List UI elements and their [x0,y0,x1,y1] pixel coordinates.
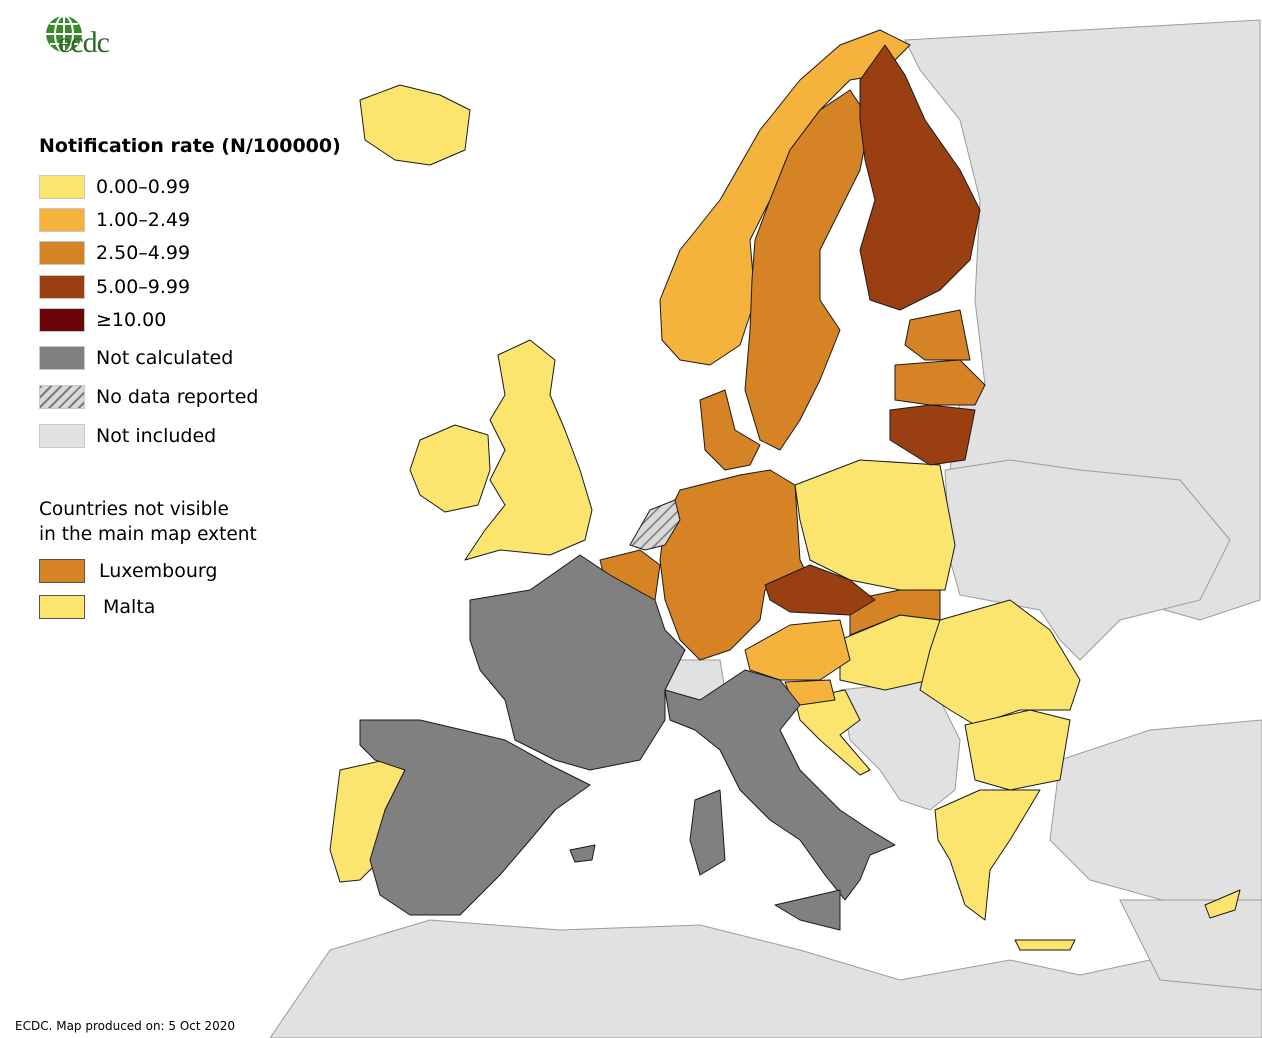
legend-item: ≥10.00 [39,307,166,333]
globe-icon [46,15,82,53]
croatia [794,689,871,776]
legend-swatch [39,424,85,448]
footer-credit: ECDC. Map produced on: 5 Oct 2020 [15,1019,235,1033]
legend-label: ≥10.00 [96,309,167,331]
greece [934,789,1041,921]
norway [659,29,911,366]
legend-swatch [39,385,85,409]
lithuania [889,404,976,466]
legend-item: 5.00–9.99 [39,274,190,300]
ireland [409,424,491,513]
finland [859,44,981,311]
middle-east-region [1119,899,1262,991]
crete [1014,939,1076,951]
czechia [764,564,876,616]
germany [659,469,811,661]
not-visible-title-line1: Countries not visible [39,499,229,520]
legend-swatch [39,275,85,299]
estonia [904,309,971,361]
france [469,554,686,771]
north-africa-region [269,919,1262,1038]
iceland [359,84,471,166]
spain [359,719,591,916]
legend-title: Notification rate (N/100000) [39,135,341,157]
legend-label: 2.50–4.99 [96,242,191,264]
italy [664,669,896,901]
legend-swatch [39,241,85,265]
legend-swatch [39,175,85,199]
balearic-islands [569,844,596,863]
not-visible-item: Luxembourg [39,558,217,584]
not-visible-label: Luxembourg [99,560,218,582]
denmark [699,389,761,471]
legend-label: Not calculated [96,347,234,369]
cyprus [1204,889,1241,919]
legend-label: 5.00–9.99 [96,276,191,298]
legend-swatch [39,595,85,619]
logo-text: ecdc [58,26,110,59]
legend-item: Not included [39,423,216,449]
legend-label: 1.00–2.49 [96,209,191,231]
legend-label: 0.00–0.99 [96,176,191,198]
turkey-region [1049,719,1262,906]
latvia [894,359,986,406]
legend-swatch [39,308,85,332]
legend-item: 1.00–2.49 [39,207,190,233]
legend-swatch [39,346,85,370]
romania [919,599,1081,726]
legend-label: Not included [96,425,217,447]
austria [744,619,851,681]
legend-swatch [39,559,85,583]
not-visible-item: Malta [39,594,155,620]
sardinia [689,789,726,876]
ukraine-region [944,459,1231,661]
legend-item: Not calculated [39,345,233,371]
not-visible-label: Malta [103,596,156,618]
legend-item: 0.00–0.99 [39,174,190,200]
legend-swatch [39,208,85,232]
not-visible-title: Countries not visible in the main map ex… [39,497,257,547]
ecdc-logo [42,12,122,82]
not-visible-title-line2: in the main map extent [39,524,257,545]
sicily [774,889,841,931]
sweden [744,89,871,451]
legend-label: No data reported [96,386,259,408]
united-kingdom [464,339,593,561]
netherlands [629,499,681,551]
bulgaria [964,709,1071,791]
legend-item: 2.50–4.99 [39,240,190,266]
legend-item: No data reported [39,384,259,410]
